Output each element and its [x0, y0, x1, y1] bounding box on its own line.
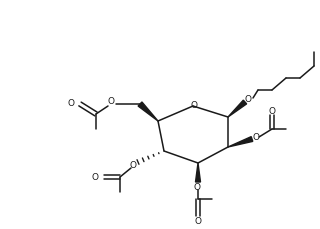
Text: O: O [190, 101, 197, 110]
Polygon shape [196, 163, 201, 182]
Polygon shape [228, 137, 253, 147]
Text: O: O [130, 161, 137, 170]
Polygon shape [228, 101, 247, 117]
Polygon shape [138, 103, 158, 121]
Text: O: O [68, 98, 75, 107]
Text: O: O [195, 217, 202, 226]
Text: O: O [268, 106, 276, 115]
Text: O: O [244, 94, 252, 103]
Text: O: O [108, 96, 115, 105]
Text: O: O [92, 173, 99, 182]
Text: O: O [252, 133, 260, 142]
Text: O: O [194, 183, 201, 192]
